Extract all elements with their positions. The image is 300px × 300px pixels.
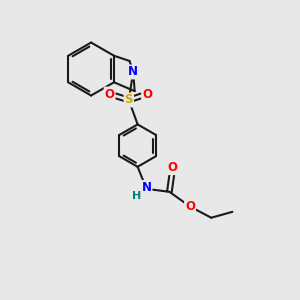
Text: O: O: [142, 88, 152, 100]
Text: O: O: [167, 161, 177, 174]
Text: O: O: [185, 200, 195, 213]
Text: O: O: [105, 88, 115, 100]
Text: N: N: [128, 65, 138, 79]
Text: N: N: [141, 181, 152, 194]
Text: H: H: [132, 191, 142, 201]
Text: S: S: [124, 93, 133, 106]
